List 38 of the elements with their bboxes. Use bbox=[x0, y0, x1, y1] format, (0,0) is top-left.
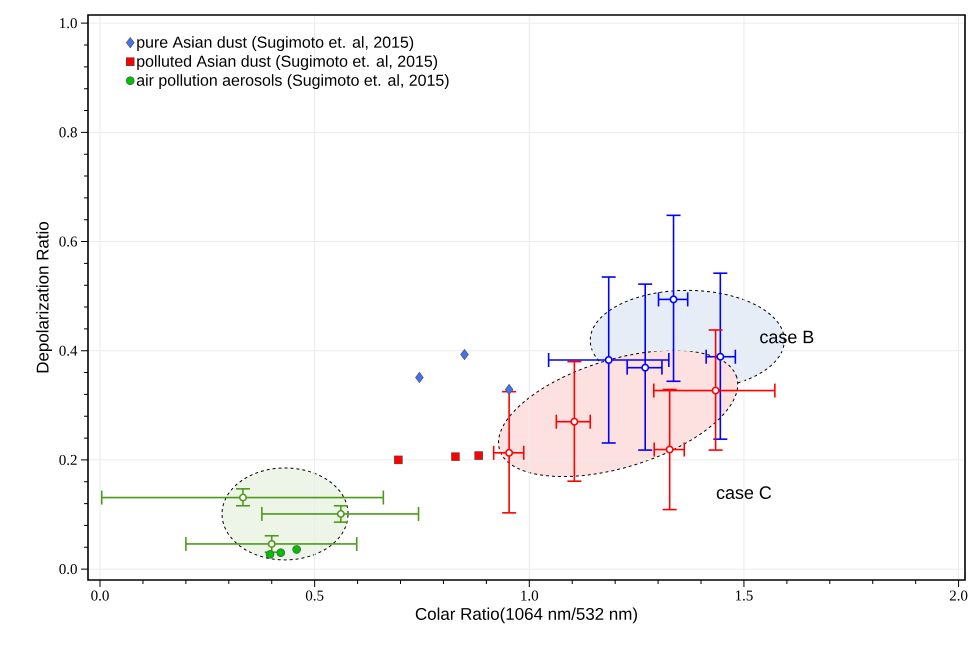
point bbox=[570, 418, 578, 426]
y-tick-label: 0.2 bbox=[59, 454, 77, 465]
x-axis-title: Colar Ratio(1064 nm/532 nm) bbox=[416, 608, 637, 624]
point bbox=[666, 446, 674, 454]
x-tick-label: 0.5 bbox=[306, 590, 324, 601]
y-tick-label: 0.0 bbox=[59, 564, 77, 574]
annotation: case C bbox=[716, 486, 772, 499]
y-tick-label: 0.6 bbox=[59, 236, 78, 247]
point bbox=[415, 372, 424, 383]
point bbox=[266, 550, 274, 559]
legend-label: polluted Asian dust (Sugimoto et. al, 2015) bbox=[137, 55, 438, 70]
point bbox=[504, 384, 514, 395]
point bbox=[292, 545, 301, 554]
x-tick-label: 0.0 bbox=[91, 590, 109, 601]
point bbox=[716, 352, 724, 361]
annotation: case B bbox=[760, 330, 814, 344]
y-tick-label: 0.4 bbox=[59, 346, 78, 356]
point bbox=[641, 364, 650, 372]
point bbox=[276, 548, 286, 557]
x-tick-label: 2.0 bbox=[950, 590, 968, 601]
point bbox=[268, 540, 276, 548]
point bbox=[394, 456, 403, 464]
legend-label: pure Asian dust (Sugimoto et. al, 2015) bbox=[137, 36, 414, 51]
point bbox=[474, 451, 483, 460]
y-axis-title: Depolarization Ratio bbox=[36, 222, 52, 372]
point bbox=[670, 295, 678, 304]
legend-label: air pollution aerosols (Sugimoto et. al, 2015) bbox=[136, 74, 449, 90]
x-tick-label: 1.5 bbox=[736, 590, 753, 601]
x-tick-label: 1.0 bbox=[521, 590, 538, 601]
point bbox=[460, 349, 469, 360]
point bbox=[712, 386, 720, 395]
point bbox=[336, 510, 345, 518]
y-tick-label: 1.0 bbox=[60, 18, 77, 28]
point bbox=[505, 448, 514, 457]
point bbox=[238, 494, 247, 502]
point bbox=[604, 356, 613, 364]
y-tick-label: 0.8 bbox=[59, 127, 77, 138]
point bbox=[451, 452, 460, 461]
